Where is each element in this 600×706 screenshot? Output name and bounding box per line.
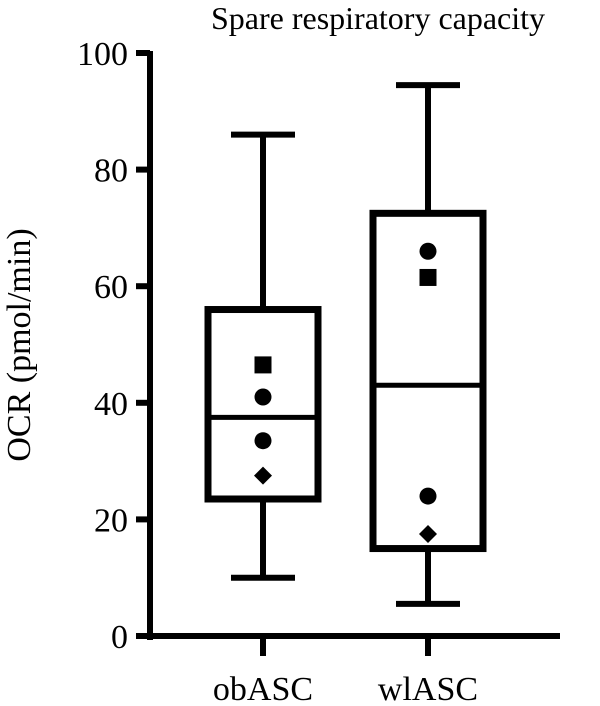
- chart-title: Spare respiratory capacity: [211, 0, 545, 36]
- data-point-diamond: [254, 466, 272, 485]
- y-axis-label: OCR (pmol/min): [1, 228, 38, 461]
- axes: [147, 51, 560, 640]
- data-point-square: [419, 268, 437, 286]
- y-tick-label: 20: [94, 502, 128, 539]
- data-point-circle: [254, 388, 272, 406]
- data-point-circle: [419, 242, 437, 260]
- x-category-label: obASC: [213, 671, 313, 706]
- y-ticks: 0 20 40 60 80 100: [77, 36, 150, 656]
- x-category-label: wlASC: [378, 671, 478, 706]
- box-obASC: [204, 131, 322, 581]
- data-point-square: [254, 356, 272, 374]
- y-tick-label: 80: [94, 153, 128, 190]
- x-categories: obASC wlASC: [213, 636, 478, 706]
- y-tick-label: 0: [111, 619, 128, 656]
- iqr-box: [369, 209, 487, 553]
- data-point-circle: [419, 487, 437, 505]
- y-tick-label: 100: [77, 36, 128, 73]
- y-tick-label: 40: [94, 386, 128, 423]
- y-tick-label: 60: [94, 269, 128, 306]
- data-point-circle: [254, 432, 272, 450]
- data-point-diamond: [419, 524, 437, 543]
- box-wlASC: [369, 82, 487, 607]
- boxes: [204, 82, 487, 607]
- iqr-box: [204, 306, 322, 503]
